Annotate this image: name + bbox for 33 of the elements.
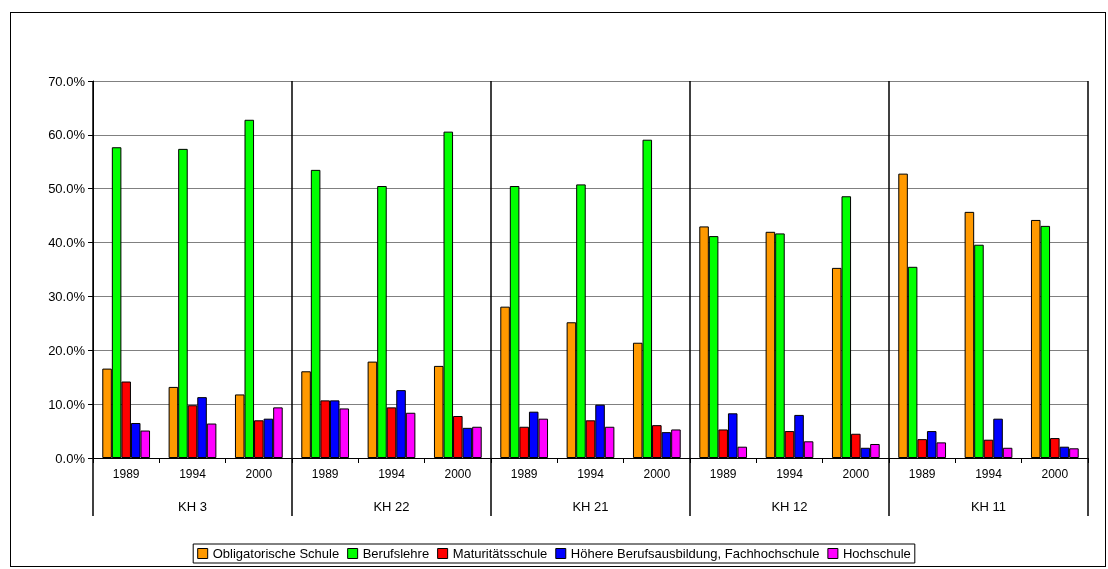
y-tick-label: 30.0% [48,288,86,304]
x-tick-label: 1989 [709,467,737,481]
y-tick-label: 20.0% [48,342,86,358]
x-tick-label: 1994 [776,467,804,481]
x-tick-label: 2000 [444,467,472,481]
y-tick-label: 40.0% [48,235,86,251]
x-tick-label: 1989 [112,467,140,481]
text: KH 11 [970,499,1007,514]
x-tick-label: 2000 [1041,467,1069,481]
text: KH 21 [572,499,609,514]
legend-label: Höhere Berufsausbildung, Fachhochschule [570,546,820,561]
legend-label: Maturitätsschule [452,546,548,561]
legend-label: Hochschule [842,546,911,561]
legend-label: Berufslehre [362,546,430,561]
x-tick-label: 2000 [245,467,273,481]
text: KH 3 [178,499,207,514]
x-tick-label: 1989 [510,467,538,481]
text: KH 12 [771,499,808,514]
x-tick-label: 1994 [577,467,605,481]
y-tick-label: 0.0% [55,450,86,466]
y-tick-label: 70.0% [48,73,86,89]
y-tick-label: 60.0% [48,127,86,143]
x-tick-label: 1989 [908,467,936,481]
x-tick-label: 1994 [378,467,406,481]
x-tick-label: 1994 [975,467,1003,481]
x-tick-label: 1989 [311,467,339,481]
legend-label: Obligatorische Schule [212,546,340,561]
y-tick-label: 10.0% [48,396,86,412]
x-tick-label: 1994 [179,467,207,481]
text: KH 22 [373,499,410,514]
x-tick-label: 2000 [643,467,671,481]
y-tick-label: 50.0% [48,181,86,197]
x-tick-label: 2000 [842,467,870,481]
